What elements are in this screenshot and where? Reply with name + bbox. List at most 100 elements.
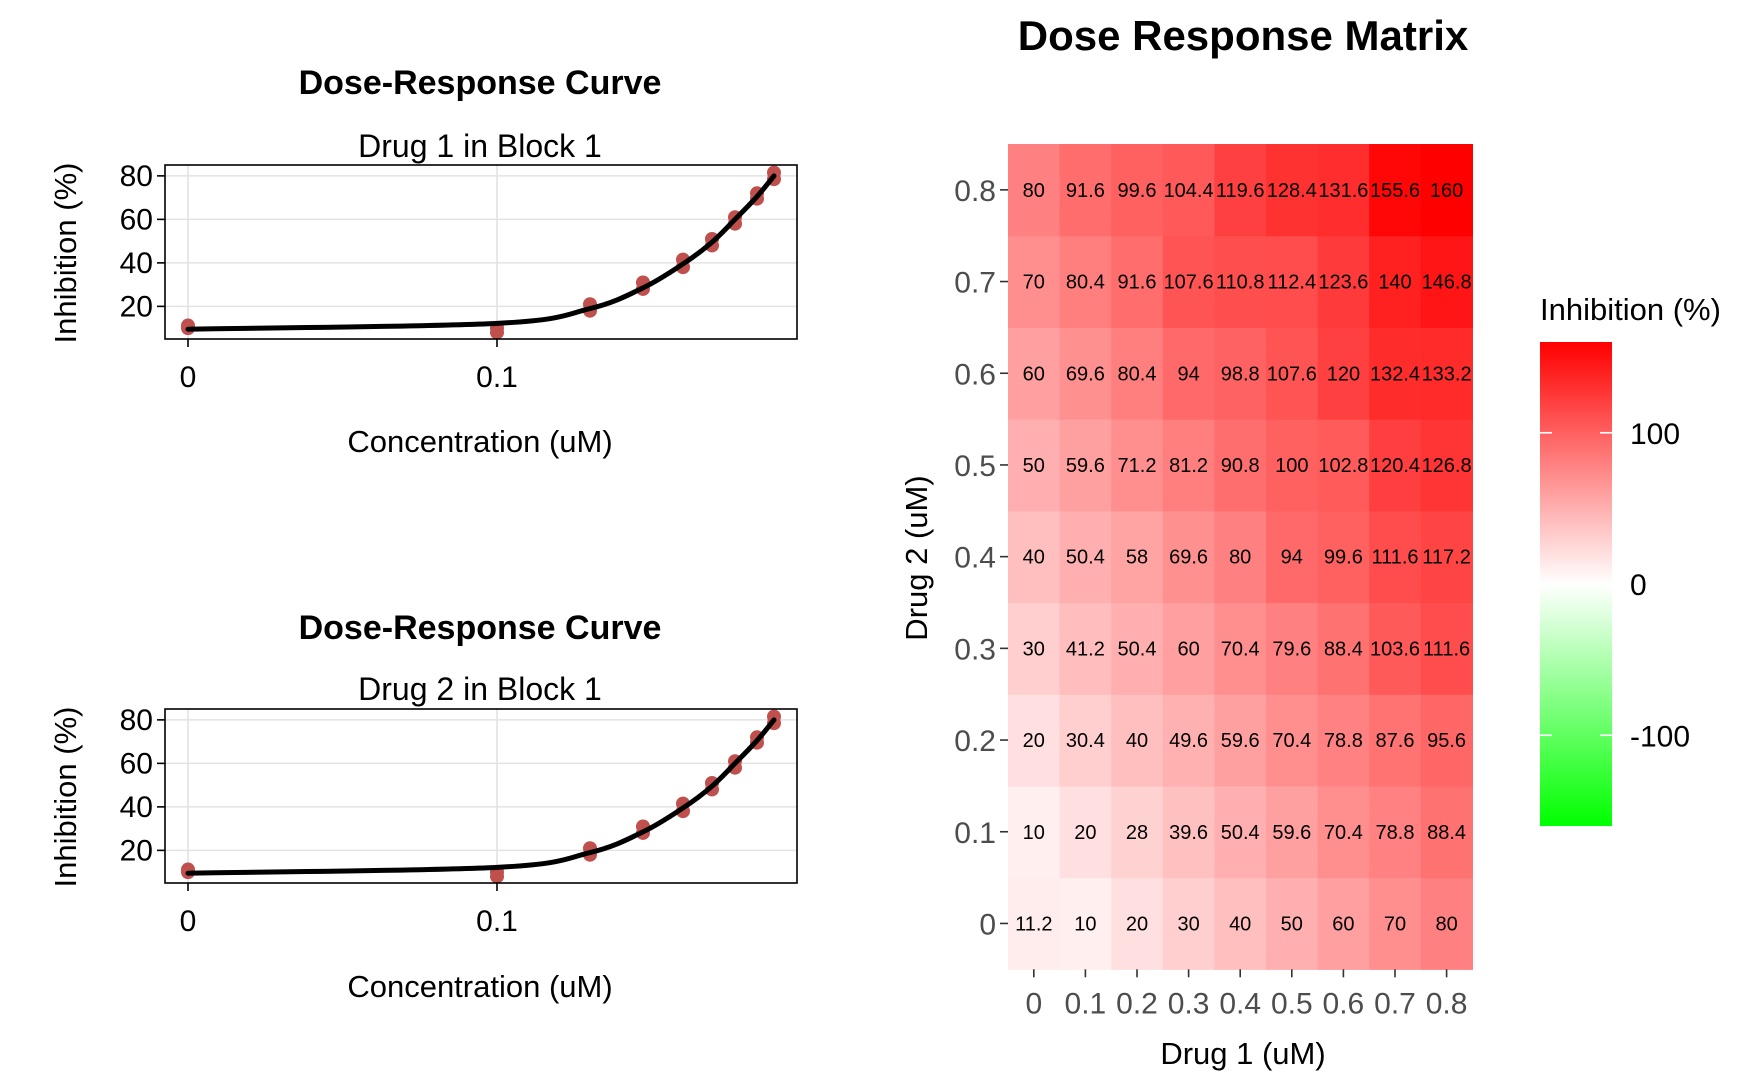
- y-tick-label: 60: [120, 747, 153, 780]
- cell-value: 88.4: [1324, 638, 1363, 660]
- cell-value: 128.4: [1267, 180, 1317, 202]
- cell-value: 30: [1023, 638, 1045, 660]
- cell-value: 146.8: [1422, 272, 1472, 294]
- colorbar-tick-label: -100: [1630, 720, 1690, 753]
- data-point: [490, 325, 504, 340]
- cell-value: 40: [1126, 730, 1148, 752]
- heatmap-cell: [1317, 144, 1370, 237]
- heatmap-cell: [1111, 144, 1164, 237]
- heatmap-cell: [1214, 235, 1267, 328]
- cell-value: 123.6: [1318, 272, 1368, 294]
- cell-value: 90.8: [1221, 455, 1260, 477]
- cell-value: 132.4: [1370, 363, 1420, 385]
- cell-value: 70.4: [1221, 638, 1260, 660]
- heatmap-cell: [1214, 694, 1267, 787]
- cell-value: 91.6: [1066, 180, 1105, 202]
- cell-value: 80: [1229, 547, 1251, 569]
- cell-value: 99.6: [1324, 547, 1363, 569]
- heatmap-cell: [1420, 419, 1473, 512]
- heatmap-cell: [1008, 419, 1061, 512]
- heatmap-cell: [1266, 785, 1319, 879]
- y-tick-label: 80: [120, 160, 153, 193]
- cell-value: 111.6: [1423, 638, 1470, 660]
- cell-value: 59.6: [1066, 455, 1105, 477]
- cell-value: 110.8: [1216, 272, 1265, 294]
- y-axis-label: Inhibition (%): [48, 707, 83, 888]
- cell-value: 50: [1281, 913, 1303, 935]
- cell-value: 71.2: [1118, 455, 1157, 477]
- y-tick-label: 40: [120, 247, 153, 280]
- heatmap-cell: [1420, 877, 1473, 970]
- cell-value: 88.4: [1427, 822, 1466, 844]
- cell-value: 133.2: [1422, 363, 1472, 385]
- plot-area: 20 40 60 80 0 0.1: [120, 704, 798, 938]
- heatmap-cell: [1214, 510, 1267, 604]
- heatmap-cell: [1059, 327, 1112, 420]
- heatmap-cell: [1008, 602, 1061, 695]
- cell-value: 100: [1275, 455, 1308, 477]
- cell-value: 102.8: [1318, 455, 1368, 477]
- cell-value: 50: [1023, 455, 1045, 477]
- y-tick-label: 80: [120, 704, 153, 737]
- panel-title: Dose-Response Curve: [299, 64, 662, 102]
- cell-value: 80: [1435, 913, 1457, 935]
- cell-value: 50.4: [1221, 822, 1260, 844]
- y-tick-label: 0.5: [954, 450, 996, 483]
- y-tick-label: 40: [120, 791, 153, 824]
- cell-value: 50.4: [1118, 638, 1157, 660]
- cell-value: 20: [1074, 822, 1096, 844]
- y-tick-label: 0.6: [954, 358, 996, 391]
- heatmap-cell: [1059, 602, 1112, 695]
- data-point: [767, 165, 781, 180]
- x-tick-label: 0: [1025, 987, 1042, 1020]
- cell-value: 69.6: [1066, 363, 1105, 385]
- heatmap-cell: [1266, 235, 1319, 328]
- x-tick-label: 0.5: [1271, 987, 1313, 1020]
- heatmap-cell: [1317, 235, 1370, 328]
- heatmap-cell: [1214, 144, 1267, 237]
- y-axis-label: Drug 2 (uM): [899, 475, 934, 640]
- y-tick-label: 0.7: [954, 267, 996, 300]
- heatmap-cell: [1059, 877, 1112, 970]
- heatmap-cell: [1111, 877, 1164, 970]
- fitted-curve: [185, 717, 777, 876]
- x-tick-label: 0: [180, 905, 197, 938]
- heatmap-cell: [1059, 235, 1112, 328]
- cell-value: 80: [1023, 180, 1045, 202]
- heatmap-cell: [1317, 602, 1370, 695]
- cell-value: 119.6: [1216, 180, 1265, 202]
- heatmap-cell: [1266, 694, 1319, 787]
- colorbar-tick-label: 100: [1630, 418, 1680, 451]
- heatmap-cell: [1266, 144, 1319, 237]
- heatmap-cell-labels: 11.2 10 20 30 40 50 60 70 80 10 20 28 39.6 50.4 59.6 70…: [1015, 180, 1472, 936]
- x-tick-label: 0.4: [1219, 987, 1261, 1020]
- heatmap-cell: [1369, 144, 1422, 237]
- x-tick-label: 0.6: [1323, 987, 1365, 1020]
- panel-title: Dose-Response Curve: [299, 609, 662, 647]
- heatmap-cell: [1111, 510, 1164, 604]
- cell-value: 70.4: [1324, 822, 1363, 844]
- cell-value: 120.4: [1370, 455, 1420, 477]
- dose-response-panel-drug1: Dose-Response Curve Drug 1 in Block 1 Co…: [48, 64, 798, 459]
- heatmap-cell: [1266, 510, 1319, 604]
- cell-value: 60: [1177, 638, 1199, 660]
- data-point: [490, 869, 504, 884]
- cell-value: 41.2: [1066, 638, 1105, 660]
- cell-value: 40: [1023, 547, 1045, 569]
- x-axis-label: Concentration (uM): [347, 969, 612, 1004]
- heatmap-cell: [1008, 877, 1061, 970]
- y-tick-label: 0.4: [954, 542, 996, 575]
- heatmap-cell: [1162, 419, 1215, 512]
- x-tick-label: 0.7: [1374, 987, 1416, 1020]
- heatmap-cell: [1162, 785, 1215, 879]
- cell-value: 91.6: [1118, 272, 1157, 294]
- cell-value: 98.8: [1221, 363, 1260, 385]
- cell-value: 140: [1378, 272, 1411, 294]
- cell-value: 30: [1177, 913, 1199, 935]
- cell-value: 87.6: [1376, 730, 1415, 752]
- matrix-title: Dose Response Matrix: [1018, 12, 1469, 59]
- heatmap-cell: [1214, 877, 1267, 970]
- heatmap-cell: [1162, 144, 1215, 237]
- heatmap-cell: [1162, 235, 1215, 328]
